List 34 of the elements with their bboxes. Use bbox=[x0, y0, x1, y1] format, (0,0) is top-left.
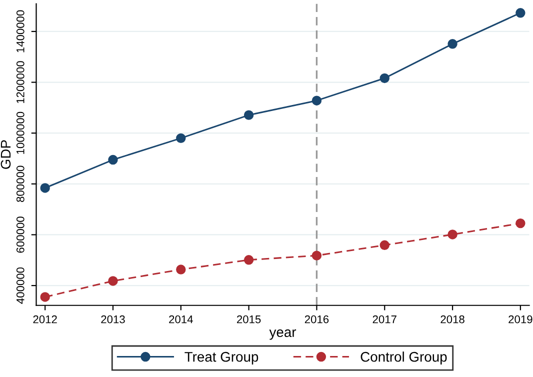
y-tick-label: 400000 bbox=[16, 267, 24, 304]
point bbox=[380, 240, 390, 250]
point bbox=[448, 39, 458, 49]
y-tick-label: 1200000 bbox=[16, 61, 24, 104]
point bbox=[244, 255, 254, 265]
x-tick-label: 2017 bbox=[372, 315, 396, 324]
point bbox=[516, 218, 526, 228]
point bbox=[108, 276, 118, 286]
point bbox=[40, 292, 50, 302]
point bbox=[312, 250, 322, 260]
y-tick-label: 600000 bbox=[16, 216, 24, 253]
y-tick-label: 800000 bbox=[16, 166, 24, 202]
point bbox=[448, 230, 458, 240]
x-tick-label: 2015 bbox=[237, 315, 261, 324]
x-tick-label: 2013 bbox=[101, 315, 125, 324]
legend-label: Control Group bbox=[360, 352, 447, 364]
legend-label: Treat Group bbox=[184, 352, 258, 364]
y-axis-title: GDP bbox=[0, 140, 11, 169]
point bbox=[244, 110, 254, 120]
y-tick-label: 1400000 bbox=[16, 10, 24, 52]
x-tick-label: 2016 bbox=[304, 315, 329, 324]
point bbox=[516, 8, 526, 18]
point bbox=[312, 96, 322, 106]
point bbox=[176, 133, 186, 144]
point bbox=[40, 183, 50, 193]
x-tick-label: 2019 bbox=[508, 315, 532, 324]
x-axis-title: year bbox=[269, 329, 296, 340]
point bbox=[108, 154, 118, 165]
point bbox=[176, 264, 186, 274]
x-tick-label: 2014 bbox=[169, 315, 193, 324]
point bbox=[380, 73, 390, 84]
x-tick-label: 2012 bbox=[33, 315, 57, 324]
x-tick-label: 2018 bbox=[440, 315, 464, 324]
y-tick-label: 1000000 bbox=[16, 112, 24, 154]
